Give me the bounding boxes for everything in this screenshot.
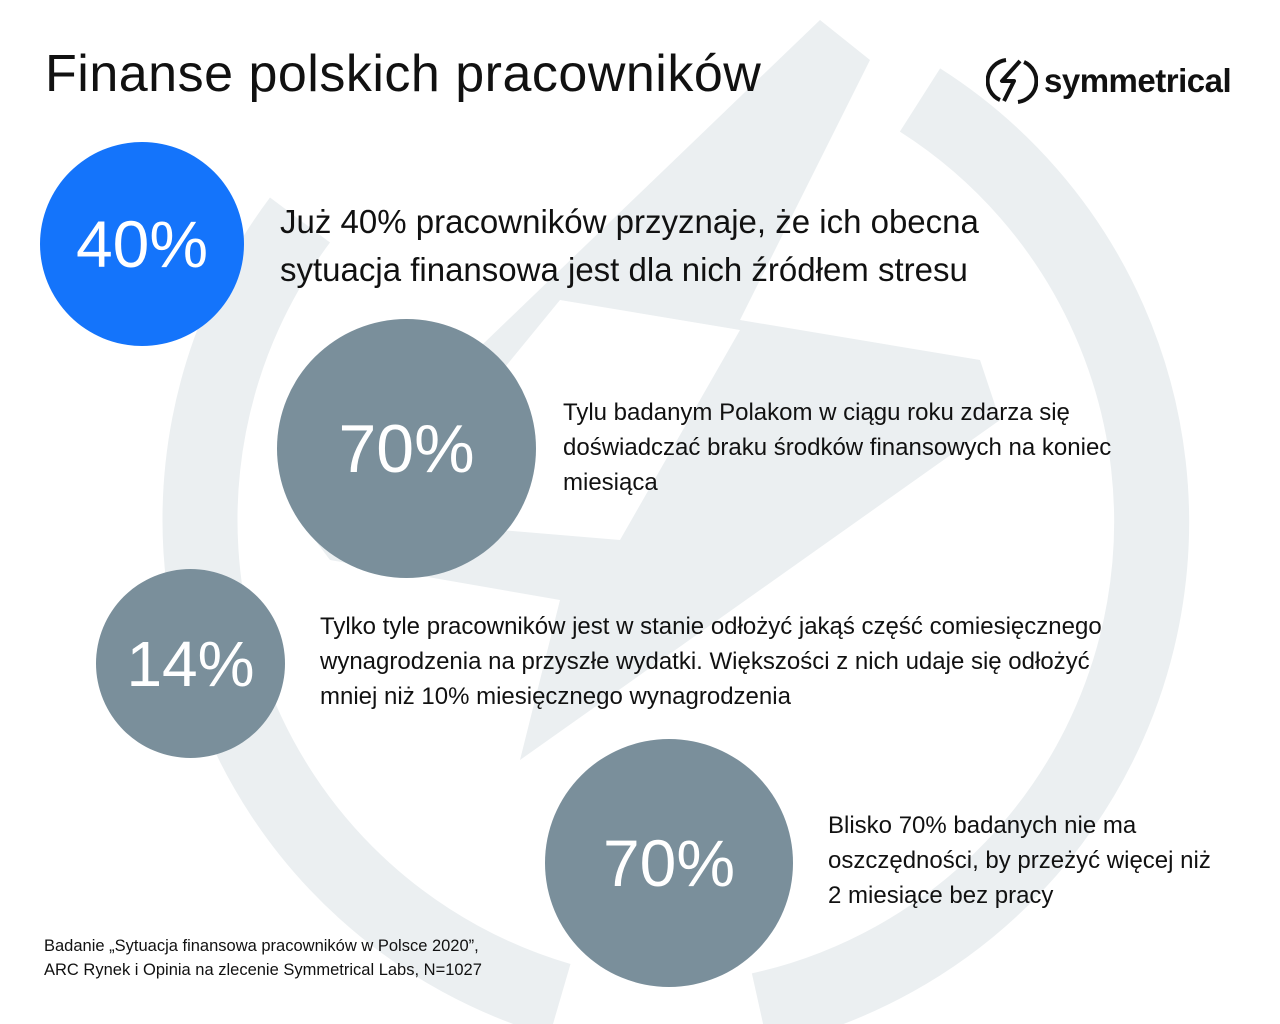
stat-text-2: Tylu badanym Polakom w ciągu roku zdarza… bbox=[563, 399, 1112, 496]
footnote-line-1: Badanie „Sytuacja finansowa pracowników … bbox=[44, 937, 479, 955]
source-footnote: Badanie „Sytuacja finansowa pracowników … bbox=[44, 935, 482, 983]
stat-circle-4: 70% bbox=[545, 739, 793, 987]
stat-text-3: Tylko tyle pracowników jest w stanie odł… bbox=[320, 613, 1102, 710]
page-title: Finanse polskich pracowników bbox=[45, 45, 762, 103]
lightning-circle-icon bbox=[986, 58, 1038, 104]
stat-circle-2: 70% bbox=[277, 319, 536, 578]
stat-text-4: Blisko 70% badanych nie ma oszczędności,… bbox=[828, 812, 1211, 909]
footnote-line-2: ARC Rynek i Opinia na zlecenie Symmetric… bbox=[44, 960, 482, 979]
stat-circle-1: 40% bbox=[40, 142, 244, 346]
logo-text: symmetrical bbox=[1044, 62, 1232, 99]
stat-text-1: Już 40% pracowników przyznaje, że ich ob… bbox=[280, 203, 979, 288]
brand-logo: symmetrical bbox=[986, 55, 1232, 107]
stat-circle-3: 14% bbox=[96, 569, 285, 758]
